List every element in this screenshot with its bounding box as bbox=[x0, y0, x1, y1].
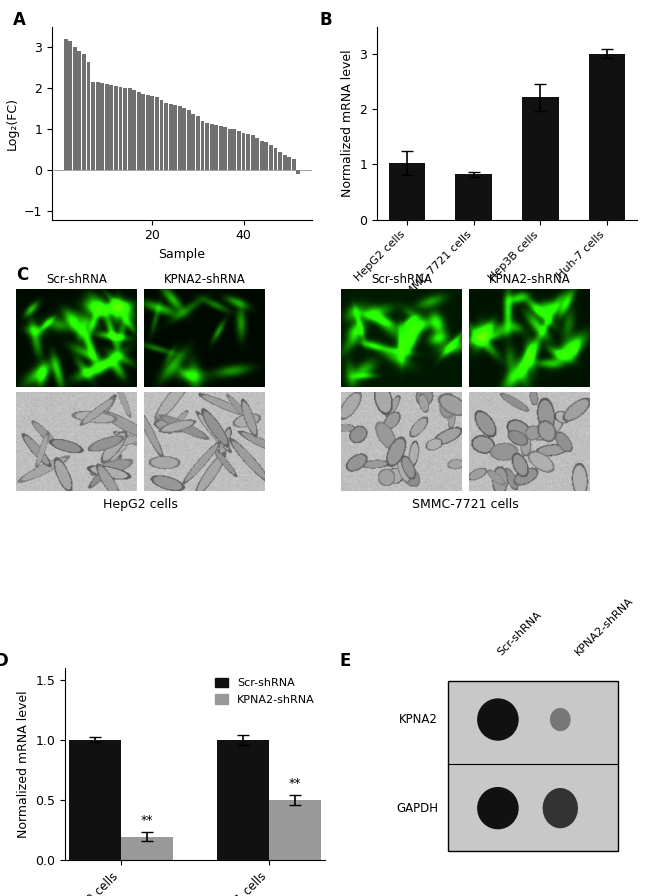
Text: D: D bbox=[0, 652, 8, 670]
Bar bbox=[105, 84, 109, 170]
Bar bbox=[265, 142, 268, 170]
Ellipse shape bbox=[477, 698, 519, 741]
Bar bbox=[196, 116, 200, 170]
Bar bbox=[82, 54, 86, 170]
Bar bbox=[164, 103, 168, 170]
Text: **: ** bbox=[140, 814, 153, 827]
Bar bbox=[278, 152, 282, 170]
Text: KPNA2: KPNA2 bbox=[399, 713, 438, 726]
Bar bbox=[224, 127, 228, 170]
Bar bbox=[73, 47, 77, 170]
Bar bbox=[269, 145, 273, 170]
Bar bbox=[100, 83, 104, 170]
Bar bbox=[127, 89, 131, 170]
Bar bbox=[132, 90, 136, 170]
Bar bbox=[296, 170, 300, 175]
Bar bbox=[588, 54, 625, 220]
Text: GAPDH: GAPDH bbox=[396, 802, 438, 814]
X-axis label: Sample: Sample bbox=[159, 248, 205, 261]
Bar bbox=[260, 141, 264, 170]
Text: SMMC-7721 cells: SMMC-7721 cells bbox=[412, 498, 519, 512]
Text: B: B bbox=[320, 12, 332, 30]
Bar bbox=[121, 837, 173, 860]
Bar bbox=[173, 105, 177, 170]
Y-axis label: Log₂(FC): Log₂(FC) bbox=[5, 97, 18, 150]
Bar bbox=[69, 740, 121, 860]
Bar bbox=[159, 99, 163, 170]
Text: HepG2 cells: HepG2 cells bbox=[103, 498, 178, 512]
Y-axis label: Normalized mRNA level: Normalized mRNA level bbox=[341, 49, 354, 197]
Bar bbox=[91, 82, 95, 170]
Bar bbox=[178, 106, 181, 170]
Bar bbox=[233, 129, 237, 170]
Bar bbox=[274, 148, 278, 170]
Bar bbox=[64, 39, 68, 170]
Bar bbox=[118, 87, 122, 170]
Text: Scr-shRNA: Scr-shRNA bbox=[371, 272, 432, 286]
Bar bbox=[192, 114, 196, 170]
Ellipse shape bbox=[550, 708, 571, 731]
Bar bbox=[205, 123, 209, 170]
Text: **: ** bbox=[289, 778, 302, 790]
Bar bbox=[68, 41, 72, 170]
Bar bbox=[214, 125, 218, 170]
Bar bbox=[255, 138, 259, 170]
Bar bbox=[237, 132, 241, 170]
Bar bbox=[242, 133, 246, 170]
Bar bbox=[96, 82, 99, 170]
Text: Scr-shRNA: Scr-shRNA bbox=[46, 272, 107, 286]
Bar bbox=[251, 135, 255, 170]
Bar bbox=[168, 104, 172, 170]
Bar bbox=[217, 740, 269, 860]
Text: A: A bbox=[13, 12, 26, 30]
Bar bbox=[201, 121, 205, 170]
Bar bbox=[269, 800, 321, 860]
Bar bbox=[150, 96, 154, 170]
Bar bbox=[292, 159, 296, 170]
Bar bbox=[219, 126, 223, 170]
Bar bbox=[136, 92, 140, 170]
Text: C: C bbox=[16, 266, 29, 284]
Bar bbox=[246, 134, 250, 170]
Ellipse shape bbox=[543, 788, 578, 828]
Bar bbox=[114, 86, 118, 170]
Text: E: E bbox=[339, 652, 351, 670]
Bar bbox=[456, 175, 492, 220]
Bar bbox=[109, 85, 113, 170]
Bar bbox=[389, 163, 426, 220]
Bar bbox=[86, 62, 90, 170]
Text: Scr-shRNA: Scr-shRNA bbox=[495, 610, 543, 658]
Bar bbox=[141, 94, 145, 170]
Text: KPNA2-shRNA: KPNA2-shRNA bbox=[164, 272, 245, 286]
Bar bbox=[283, 155, 287, 170]
Bar bbox=[146, 94, 150, 170]
Bar bbox=[187, 110, 191, 170]
Bar bbox=[522, 98, 558, 220]
Bar bbox=[210, 125, 214, 170]
Bar bbox=[228, 128, 232, 170]
Text: KPNA2-shRNA: KPNA2-shRNA bbox=[489, 272, 570, 286]
Bar bbox=[155, 98, 159, 170]
Y-axis label: Normalized mRNA level: Normalized mRNA level bbox=[17, 690, 30, 838]
Bar bbox=[77, 51, 81, 170]
Text: KPNA2-shRNA: KPNA2-shRNA bbox=[573, 596, 635, 658]
Legend: Scr-shRNA, KPNA2-shRNA: Scr-shRNA, KPNA2-shRNA bbox=[211, 673, 319, 709]
Ellipse shape bbox=[477, 787, 519, 830]
Bar bbox=[183, 108, 186, 170]
Bar bbox=[287, 157, 291, 170]
Bar bbox=[123, 89, 127, 170]
